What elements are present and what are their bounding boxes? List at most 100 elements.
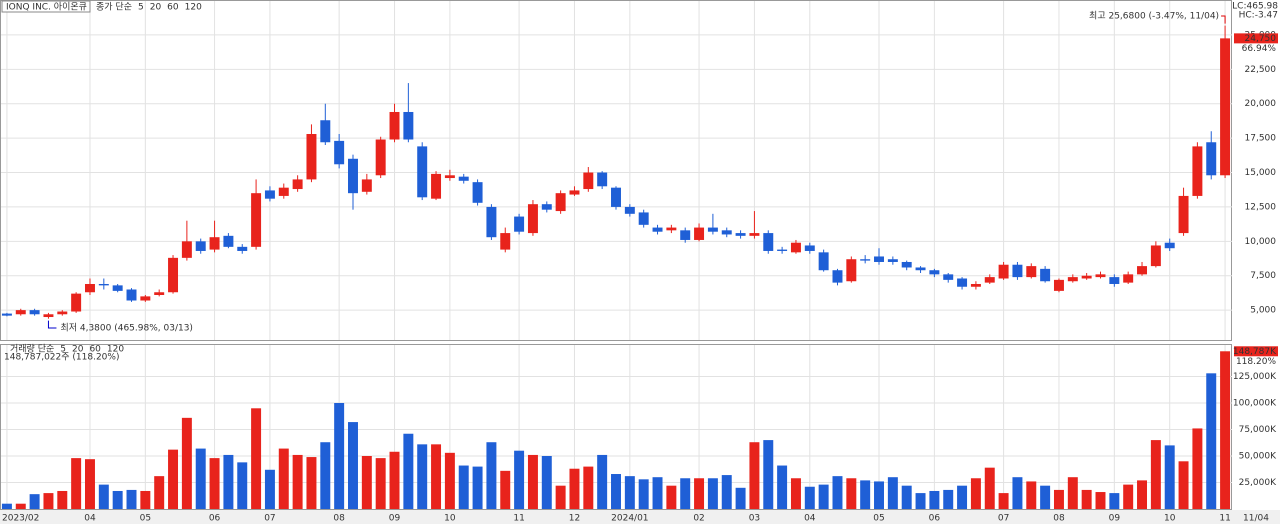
x-tick-label: 04	[804, 514, 816, 524]
last-price-box	[1234, 33, 1278, 44]
candle-body	[195, 241, 206, 251]
volume-bar	[846, 478, 857, 509]
legend-label: 종가 단순	[96, 2, 132, 13]
volume-bar	[735, 487, 746, 509]
volume-change-label: 118.20%	[1236, 357, 1276, 367]
candle-body	[1, 313, 12, 316]
candle-body	[278, 187, 289, 196]
volume-bar	[417, 444, 428, 509]
volume-bar	[790, 478, 801, 509]
candle-body	[209, 237, 220, 250]
volume-bar	[375, 458, 386, 509]
candle-body	[403, 111, 414, 140]
x-tick-label: 05	[140, 514, 151, 524]
candle-body	[1164, 242, 1175, 249]
last-volume-box	[1234, 346, 1278, 357]
volume-bar	[1040, 485, 1051, 509]
candle-body	[1178, 195, 1189, 234]
x-tick-label: 09	[389, 514, 401, 524]
last-price-label: 24,750	[1245, 34, 1277, 44]
volume-bar	[389, 451, 400, 509]
candle-body	[223, 235, 234, 247]
candle-body	[1095, 274, 1106, 278]
x-tick-label: 04	[84, 514, 96, 524]
y2-tick-label: 125,000K	[1233, 372, 1277, 382]
candle-body	[624, 206, 635, 214]
candle-body	[527, 204, 538, 234]
volume-bar	[361, 456, 372, 509]
volume-bar	[1095, 492, 1106, 509]
volume-bar	[970, 478, 981, 509]
legend-label: 거래량 단순	[10, 343, 54, 355]
volume-bar	[458, 465, 469, 509]
candle-body	[611, 187, 621, 207]
volume-bar	[984, 467, 995, 509]
volume-bar	[320, 442, 331, 509]
y2-tick-label: 50,000K	[1239, 452, 1277, 462]
candle-body	[140, 296, 151, 301]
low-arrow	[47, 320, 57, 329]
candle-body	[763, 233, 774, 251]
volume-bar	[126, 489, 137, 509]
candle-body	[583, 172, 594, 190]
volume-bar	[84, 459, 95, 509]
candle-body	[1040, 268, 1051, 282]
volume-bar	[624, 476, 635, 509]
candle-body	[514, 216, 525, 232]
candle-body	[818, 252, 829, 271]
legend-entry: 5	[60, 345, 66, 355]
volume-bar	[611, 474, 621, 509]
volume-bar	[98, 484, 109, 509]
volume-bar	[223, 454, 234, 509]
volume-bar	[278, 448, 289, 509]
candle-body	[486, 206, 497, 238]
volume-bar	[1137, 480, 1148, 509]
candle-body	[749, 233, 760, 236]
candle-body	[181, 241, 192, 258]
volume-bar	[957, 485, 968, 509]
volume-bar	[431, 444, 442, 509]
x-tick-label: 07	[264, 514, 275, 524]
candle-body	[444, 175, 455, 179]
candle-body	[790, 242, 801, 253]
candle-body	[348, 158, 358, 194]
y-tick-label: 17,500	[1245, 134, 1277, 144]
candle-body	[874, 256, 884, 262]
volume-bar	[707, 478, 718, 509]
candle-body	[43, 314, 54, 318]
candle-body	[984, 277, 995, 283]
volume-bar	[1012, 477, 1023, 509]
volume-bar	[1, 503, 12, 509]
lc-label: LC:465.98	[1232, 2, 1278, 12]
x-tick-label: 06	[929, 514, 941, 524]
volume-bar	[555, 485, 566, 509]
y-tick-label: 10,000	[1245, 237, 1277, 247]
candle-body	[1192, 146, 1203, 196]
candle-body	[389, 111, 400, 140]
last-date-label: 11/04	[1243, 514, 1269, 524]
candle-body	[597, 172, 608, 187]
y2-tick-label: 25,000K	[1239, 478, 1277, 488]
volume-bar	[763, 440, 774, 509]
volume-bar	[71, 458, 82, 509]
candle-body	[1067, 277, 1078, 282]
x-tick-label: 11	[513, 514, 524, 524]
volume-bar	[929, 490, 940, 509]
volume-bar	[749, 442, 760, 509]
candle-body	[237, 246, 248, 251]
candle-body	[500, 233, 511, 250]
x-tick-label: 02	[693, 514, 704, 524]
candle-body	[970, 283, 981, 287]
candle-body	[1026, 266, 1037, 278]
y-tick-label: 15,000	[1245, 168, 1277, 178]
volume-bar	[306, 457, 317, 509]
x-tick-label: 07	[998, 514, 1009, 524]
x-tick-label: 05	[873, 514, 884, 524]
candle-body	[832, 270, 843, 283]
candle-body	[306, 134, 317, 180]
volume-bar	[472, 466, 483, 509]
candle-body	[998, 264, 1009, 279]
price-frame	[0, 0, 1232, 341]
title-box	[1, 0, 91, 13]
chart-title: IONQ INC. 아이온큐	[6, 2, 87, 13]
